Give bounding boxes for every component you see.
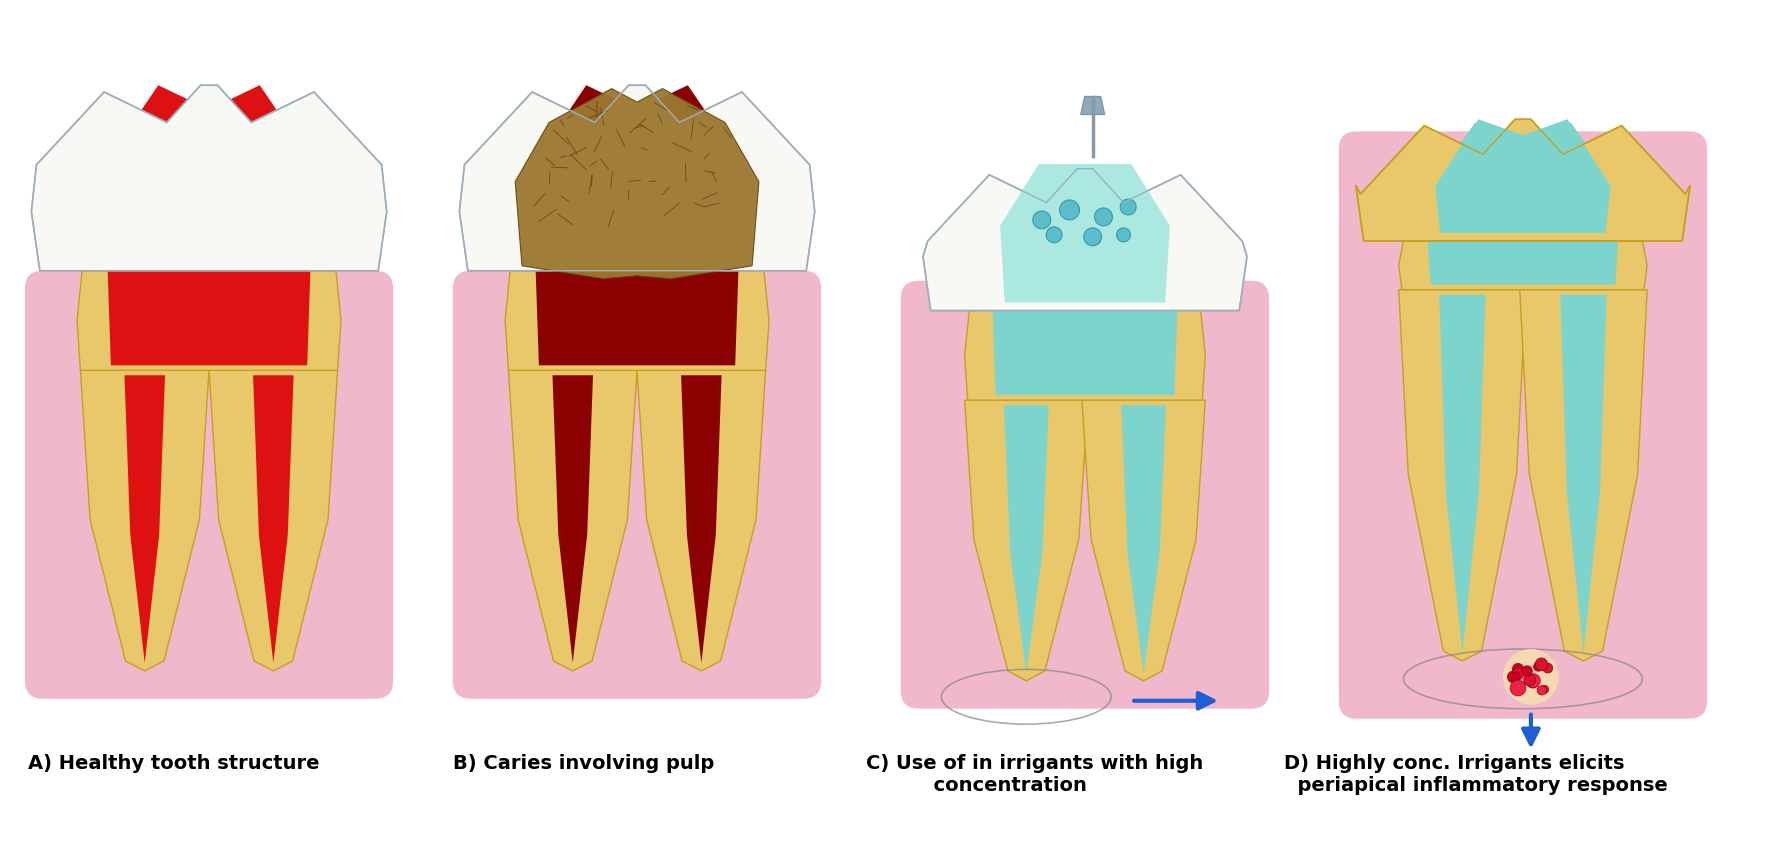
Polygon shape — [532, 85, 742, 365]
Circle shape — [1045, 227, 1061, 243]
Polygon shape — [1425, 122, 1621, 284]
Circle shape — [1536, 686, 1547, 695]
Polygon shape — [999, 164, 1170, 303]
Polygon shape — [509, 370, 638, 671]
Polygon shape — [1439, 295, 1485, 653]
Text: D) Highly conc. Irrigants elicits
  periapical inflammatory response: D) Highly conc. Irrigants elicits periap… — [1285, 753, 1667, 794]
Polygon shape — [1398, 290, 1526, 661]
Polygon shape — [209, 370, 338, 671]
Circle shape — [1524, 674, 1536, 686]
FancyBboxPatch shape — [900, 281, 1269, 708]
Polygon shape — [638, 370, 766, 671]
Polygon shape — [253, 375, 294, 663]
FancyBboxPatch shape — [454, 271, 820, 699]
Polygon shape — [964, 401, 1088, 681]
Polygon shape — [1520, 290, 1648, 661]
Polygon shape — [124, 375, 165, 663]
Polygon shape — [1005, 405, 1049, 673]
Polygon shape — [1122, 405, 1166, 673]
Polygon shape — [505, 271, 769, 370]
Circle shape — [1116, 228, 1131, 242]
Polygon shape — [1561, 295, 1607, 653]
Circle shape — [1510, 672, 1520, 681]
Text: A) Healthy tooth structure: A) Healthy tooth structure — [28, 753, 319, 772]
Circle shape — [1522, 666, 1533, 676]
Circle shape — [1543, 663, 1552, 673]
Polygon shape — [76, 271, 340, 370]
Circle shape — [1033, 211, 1051, 229]
Polygon shape — [80, 370, 209, 671]
Circle shape — [1513, 663, 1524, 675]
Circle shape — [1527, 677, 1538, 688]
Polygon shape — [1081, 96, 1104, 114]
Polygon shape — [459, 85, 815, 271]
Circle shape — [1526, 674, 1540, 688]
Circle shape — [1512, 668, 1524, 680]
Circle shape — [1540, 685, 1549, 694]
Polygon shape — [516, 88, 758, 278]
Circle shape — [1120, 199, 1136, 215]
Polygon shape — [923, 168, 1247, 310]
Polygon shape — [553, 375, 594, 663]
Polygon shape — [1435, 120, 1611, 233]
Circle shape — [1533, 662, 1543, 671]
Circle shape — [1095, 208, 1113, 226]
Polygon shape — [105, 85, 314, 365]
Polygon shape — [1356, 120, 1690, 241]
FancyBboxPatch shape — [25, 271, 393, 699]
Circle shape — [1535, 658, 1547, 670]
Polygon shape — [989, 172, 1180, 395]
Polygon shape — [1083, 401, 1205, 681]
Circle shape — [1510, 680, 1526, 696]
FancyBboxPatch shape — [1340, 132, 1706, 719]
Polygon shape — [1398, 241, 1648, 290]
Circle shape — [1508, 671, 1519, 683]
Circle shape — [1060, 200, 1079, 220]
Circle shape — [1084, 228, 1102, 245]
Text: B) Caries involving pulp: B) Caries involving pulp — [454, 753, 714, 772]
Polygon shape — [964, 310, 1205, 401]
Circle shape — [1503, 649, 1559, 705]
Polygon shape — [32, 85, 386, 271]
Text: C) Use of in irrigants with high
          concentration: C) Use of in irrigants with high concent… — [867, 753, 1203, 794]
Polygon shape — [680, 375, 721, 663]
